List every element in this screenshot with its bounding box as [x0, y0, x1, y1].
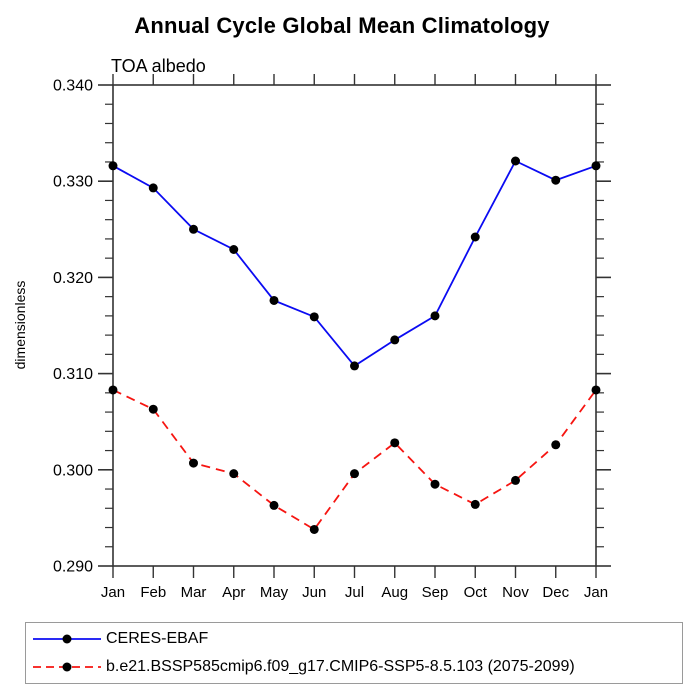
x-tick-label: Jan — [101, 584, 125, 601]
data-point-marker — [350, 469, 359, 479]
data-point-marker — [591, 385, 601, 395]
data-point-marker — [229, 245, 239, 255]
x-tick-label: Dec — [542, 584, 569, 601]
legend-line-sample-solid — [33, 634, 101, 644]
x-tick-label: Jul — [345, 584, 364, 601]
x-tick-label: Jan — [584, 584, 608, 601]
y-tick-label: 0.320 — [53, 270, 93, 287]
data-point-marker — [470, 499, 480, 509]
data-point-marker — [309, 312, 319, 322]
data-point-marker — [269, 500, 279, 510]
data-point-marker — [551, 175, 561, 185]
x-tick-label: Oct — [464, 584, 488, 601]
plot-box — [112, 84, 597, 567]
data-point-marker — [511, 475, 520, 485]
y-tick-label: 0.340 — [53, 78, 93, 95]
data-point-marker — [551, 440, 561, 450]
x-tick-label: Nov — [502, 584, 529, 601]
x-tick-label: Jun — [302, 584, 326, 601]
x-tick-label: Feb — [140, 584, 166, 601]
x-tick-label: Apr — [222, 584, 245, 601]
data-point-marker — [511, 156, 520, 166]
y-tick-label: 0.330 — [53, 174, 93, 191]
legend-item-observation: CERES-EBAF — [30, 625, 682, 653]
legend-label-model: b.e21.BSSP585cmip6.f09_g17.CMIP6-SSP5-8.… — [106, 658, 575, 675]
data-point-marker — [189, 458, 198, 468]
legend-line-sample-dashed — [33, 662, 101, 672]
data-point-marker — [430, 479, 440, 489]
data-point-marker — [189, 224, 198, 234]
x-tick-label: Sep — [422, 584, 449, 601]
y-tick-label: 0.290 — [53, 559, 93, 576]
chart-title: Annual Cycle Global Mean Climatology — [134, 13, 550, 38]
data-point-marker — [591, 161, 601, 171]
data-point-marker — [390, 438, 400, 448]
legend: CERES-EBAF b.e21.BSSP585cmip6.f09_g17.CM… — [25, 622, 683, 684]
chart-subtitle: TOA albedo — [111, 56, 206, 76]
chart-canvas: Annual Cycle Global Mean Climatology TOA… — [12, 13, 611, 601]
data-point-marker — [108, 161, 118, 171]
data-point-marker — [229, 469, 239, 479]
data-point-marker — [148, 404, 158, 414]
y-tick-label: 0.300 — [53, 462, 93, 479]
data-point-marker — [390, 335, 400, 345]
x-tick-label: Mar — [181, 584, 207, 601]
series-line — [112, 389, 597, 531]
data-point-marker — [470, 232, 480, 242]
data-point-marker — [350, 361, 359, 371]
axes: Jan Feb Mar Apr May Jun Jul Aug Sep Oct Nov Dec Jan 0… — [53, 74, 611, 601]
data-point-marker — [108, 385, 118, 395]
x-tick-label: Aug — [381, 584, 408, 601]
data-series — [108, 156, 601, 534]
legend-label-observation: CERES-EBAF — [106, 630, 209, 647]
data-point-marker — [309, 524, 319, 534]
data-point-marker — [269, 295, 279, 305]
data-point-marker — [148, 183, 158, 193]
data-point-marker — [430, 311, 440, 321]
y-axis-title: dimensionless — [12, 281, 28, 370]
y-tick-label: 0.310 — [53, 366, 93, 383]
series-line — [112, 159, 597, 368]
legend-item-model: b.e21.BSSP585cmip6.f09_g17.CMIP6-SSP5-8.… — [30, 653, 682, 681]
x-tick-label: May — [260, 584, 289, 601]
